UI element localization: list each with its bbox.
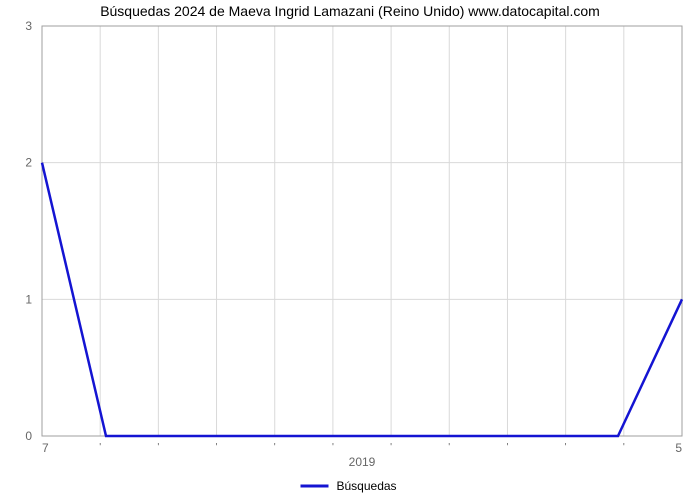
x-center-label: 2019 — [349, 455, 376, 469]
x-right-label: 5 — [675, 441, 682, 455]
x-left-label: 7 — [42, 441, 49, 455]
x-minor-tick: ' — [565, 442, 567, 453]
y-tick-label: 2 — [25, 156, 32, 170]
y-tick-label: 0 — [25, 429, 32, 443]
x-minor-tick: ' — [99, 442, 101, 453]
searches-line-chart: ' ' ' ' ' ' ' ' ' ' 0 1 2 3 7 5 2019 Búsquedas 2024 de Ma… — [0, 0, 700, 500]
x-minor-tick: ' — [448, 442, 450, 453]
x-minor-tick: ' — [157, 442, 159, 453]
x-minor-tick: ' — [390, 442, 392, 453]
chart-svg: ' ' ' ' ' ' ' ' ' ' 0 1 2 3 7 5 2019 Búsquedas 2024 de Ma… — [0, 0, 700, 500]
y-tick-label: 1 — [25, 292, 32, 306]
chart-title: Búsquedas 2024 de Maeva Ingrid Lamazani … — [100, 3, 600, 19]
y-tick-label: 3 — [25, 19, 32, 33]
x-minor-tick: ' — [506, 442, 508, 453]
x-minor-tick: ' — [332, 442, 334, 453]
x-minor-tick: ' — [216, 442, 218, 453]
x-minor-tick: ' — [274, 442, 276, 453]
legend-label: Búsquedas — [337, 479, 397, 493]
x-minor-tick: ' — [623, 442, 625, 453]
